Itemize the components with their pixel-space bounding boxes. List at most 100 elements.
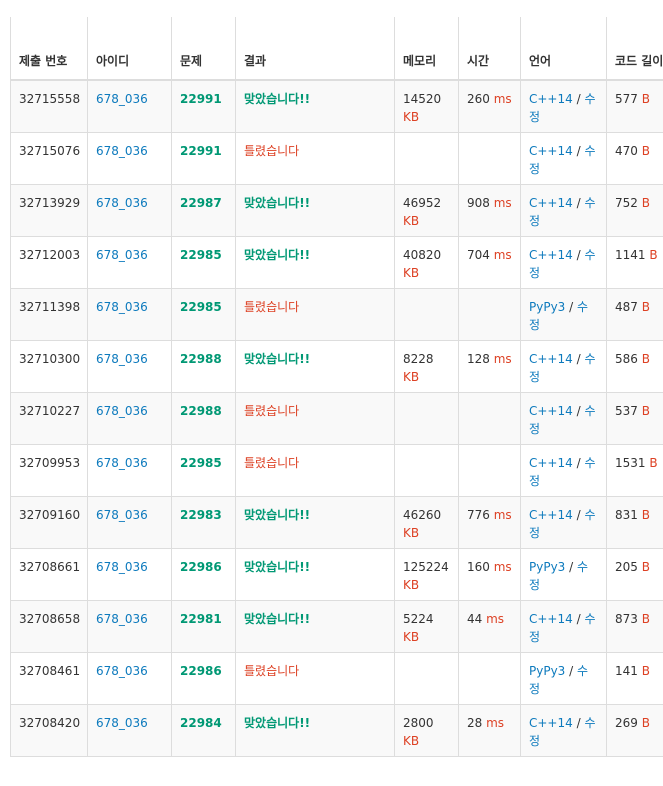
submission-id-cell: 32713929 [11,184,88,236]
time-cell: 704 ms [459,236,521,288]
language-link[interactable]: PyPy3 [529,300,565,314]
separator: / [569,560,573,574]
language-link[interactable]: C++14 [529,456,573,470]
language-cell: C++14 / 수정 [521,80,607,132]
user-id-link[interactable]: 678_036 [96,248,148,262]
result-cell: 맞았습니다!! [236,80,395,132]
language-cell: C++14 / 수정 [521,444,607,496]
time-unit: ms [494,560,512,574]
time-cell: 28 ms [459,704,521,756]
language-cell: PyPy3 / 수정 [521,548,607,600]
time-unit: ms [494,92,512,106]
language-cell: C++14 / 수정 [521,600,607,652]
problem-link[interactable]: 22985 [180,300,222,314]
problem-link[interactable]: 22986 [180,664,222,678]
code-length-value: 269 [615,716,638,730]
submission-id-cell: 32708420 [11,704,88,756]
problem-link[interactable]: 22985 [180,456,222,470]
result-cell: 맞았습니다!! [236,600,395,652]
code-length-value: 487 [615,300,638,314]
result-status: 맞았습니다!! [244,352,310,366]
header-language: 언어 [521,17,607,80]
problem-link[interactable]: 22991 [180,144,222,158]
problem-cell: 22991 [172,132,236,184]
time-cell: 44 ms [459,600,521,652]
result-cell: 맞았습니다!! [236,340,395,392]
submission-id: 32709160 [19,508,80,522]
language-link[interactable]: PyPy3 [529,664,565,678]
user-id-link[interactable]: 678_036 [96,560,148,574]
user-id-link[interactable]: 678_036 [96,612,148,626]
separator: / [577,404,581,418]
header-user-id: 아이디 [88,17,172,80]
language-cell: C++14 / 수정 [521,392,607,444]
user-id-link[interactable]: 678_036 [96,300,148,314]
language-link[interactable]: C++14 [529,716,573,730]
user-id-link[interactable]: 678_036 [96,508,148,522]
user-id-link[interactable]: 678_036 [96,196,148,210]
language-link[interactable]: C++14 [529,508,573,522]
code-length-value: 205 [615,560,638,574]
memory-value: 125224 [403,560,449,574]
problem-cell: 22983 [172,496,236,548]
user-id-link[interactable]: 678_036 [96,144,148,158]
language-link[interactable]: PyPy3 [529,560,565,574]
user-id-link[interactable]: 678_036 [96,716,148,730]
user-id-link[interactable]: 678_036 [96,404,148,418]
separator: / [577,508,581,522]
language-link[interactable]: C++14 [529,612,573,626]
header-submission-id: 제출 번호 [11,17,88,80]
memory-cell [395,288,459,340]
language-link[interactable]: C++14 [529,196,573,210]
submission-id-cell: 32715076 [11,132,88,184]
problem-link[interactable]: 22986 [180,560,222,574]
language-link[interactable]: C++14 [529,404,573,418]
language-link[interactable]: C++14 [529,352,573,366]
result-status: 맞았습니다!! [244,560,310,574]
problem-link[interactable]: 22983 [180,508,222,522]
code-length-cell: 873 B [607,600,663,652]
time-value: 160 [467,560,490,574]
user-id-link[interactable]: 678_036 [96,664,148,678]
language-cell: PyPy3 / 수정 [521,288,607,340]
time-cell [459,444,521,496]
submission-id-cell: 32709160 [11,496,88,548]
language-link[interactable]: C++14 [529,144,573,158]
user-id-link[interactable]: 678_036 [96,352,148,366]
problem-link[interactable]: 22985 [180,248,222,262]
result-status: 틀렸습니다 [244,300,299,314]
problem-link[interactable]: 22984 [180,716,222,730]
language-link[interactable]: C++14 [529,92,573,106]
separator: / [569,300,573,314]
user-id-cell: 678_036 [88,132,172,184]
user-id-link[interactable]: 678_036 [96,456,148,470]
time-cell: 128 ms [459,340,521,392]
problem-link[interactable]: 22991 [180,92,222,106]
user-id-link[interactable]: 678_036 [96,92,148,106]
language-cell: C++14 / 수정 [521,340,607,392]
user-id-cell: 678_036 [88,288,172,340]
problem-link[interactable]: 22988 [180,404,222,418]
problem-link[interactable]: 22988 [180,352,222,366]
result-status: 틀렸습니다 [244,456,299,470]
problem-link[interactable]: 22987 [180,196,222,210]
code-length-value: 470 [615,144,638,158]
result-cell: 맞았습니다!! [236,184,395,236]
result-status: 틀렸습니다 [244,144,299,158]
separator: / [577,248,581,262]
submission-id: 32709953 [19,456,80,470]
memory-cell [395,444,459,496]
code-length-cell: 269 B [607,704,663,756]
code-length-value: 1531 [615,456,646,470]
language-link[interactable]: C++14 [529,248,573,262]
time-cell: 260 ms [459,80,521,132]
problem-link[interactable]: 22981 [180,612,222,626]
memory-value: 46952 [403,196,441,210]
code-length-value: 577 [615,92,638,106]
